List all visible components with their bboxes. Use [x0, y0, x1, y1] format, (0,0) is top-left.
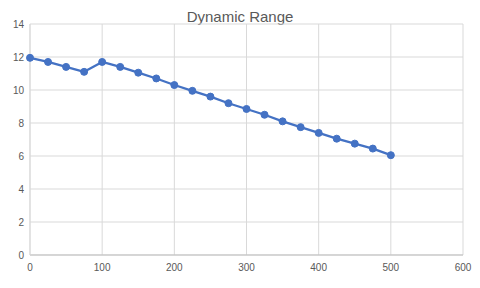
data-point	[387, 152, 394, 159]
x-axis-line	[30, 255, 463, 256]
chart-svg: Dynamic Range 0 2 4 6 8 10 12 14 0 100 200 300 400 500…	[0, 0, 480, 288]
data-point	[225, 100, 232, 107]
chart-container: Dynamic Range 0 2 4 6 8 10 12 14 0 100 200 300 400 500…	[0, 0, 480, 288]
data-point	[207, 93, 214, 100]
data-point	[135, 69, 142, 76]
x-tick-label: 500	[382, 262, 399, 273]
x-tick-label: 0	[27, 262, 33, 273]
y-tick-label: 14	[13, 19, 25, 30]
data-point	[45, 58, 52, 65]
y-tick-label: 12	[13, 52, 25, 63]
data-point	[171, 82, 178, 89]
data-point	[117, 63, 124, 70]
data-point	[279, 118, 286, 125]
x-grid-line	[246, 24, 247, 255]
data-point	[333, 135, 340, 142]
data-point	[99, 58, 106, 65]
plot-area	[27, 54, 395, 158]
x-tick-label: 600	[455, 262, 472, 273]
data-point	[63, 63, 70, 70]
x-grid-line	[390, 24, 391, 255]
y-tick-label: 0	[18, 250, 24, 261]
data-point	[297, 124, 304, 131]
data-point	[369, 145, 376, 152]
chart-title: Dynamic Range	[187, 8, 294, 25]
data-point	[351, 140, 358, 147]
data-point	[81, 68, 88, 75]
data-point	[261, 111, 268, 118]
y-tick-label: 4	[18, 184, 24, 195]
x-grid-line	[174, 24, 175, 255]
x-tick-label: 100	[94, 262, 111, 273]
data-point	[243, 105, 250, 112]
x-grid-line	[318, 24, 319, 255]
data-point	[27, 54, 34, 61]
x-grid-line	[463, 24, 464, 255]
data-line	[30, 58, 391, 155]
y-grid-line	[30, 255, 463, 256]
y-tick-label: 2	[18, 217, 24, 228]
grid	[30, 24, 463, 255]
y-tick-label: 10	[13, 85, 25, 96]
data-point	[315, 129, 322, 136]
x-tick-label: 200	[166, 262, 183, 273]
data-point	[189, 87, 196, 94]
data-point	[153, 75, 160, 82]
x-tick-label: 400	[310, 262, 327, 273]
y-tick-label: 8	[18, 118, 24, 129]
x-tick-label: 300	[238, 262, 255, 273]
y-tick-label: 6	[18, 151, 24, 162]
